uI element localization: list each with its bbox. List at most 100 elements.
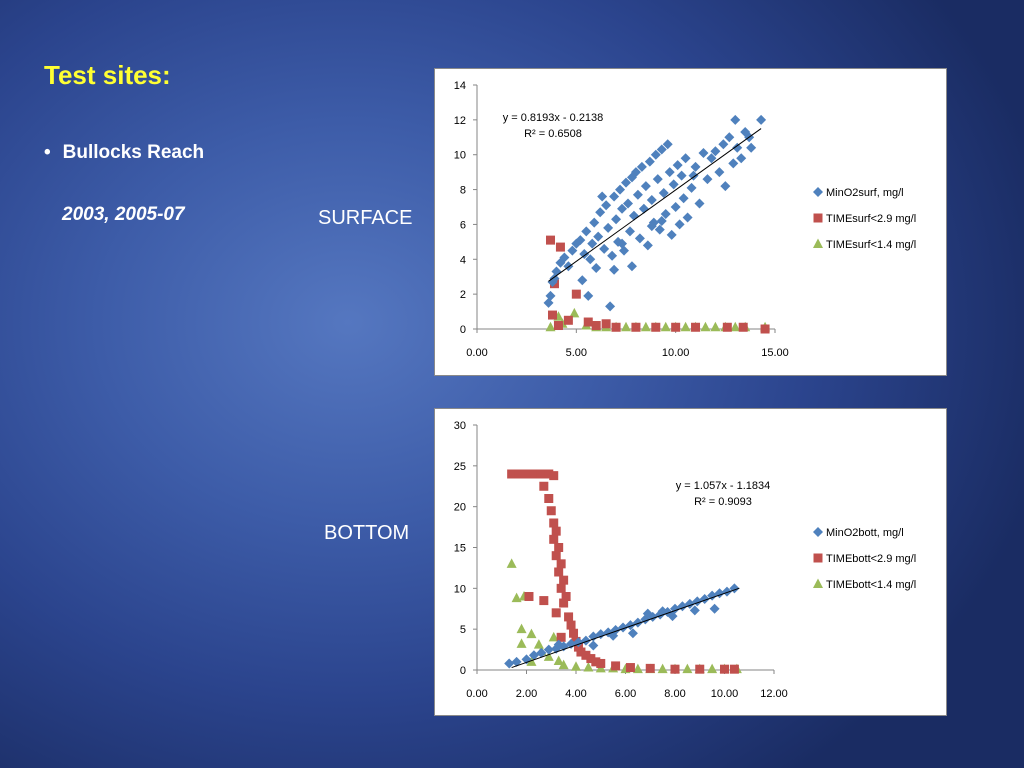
data-point bbox=[553, 321, 563, 331]
legend-label: TIMEsurf<2.9 mg/l bbox=[826, 213, 916, 225]
data-point bbox=[556, 583, 566, 593]
trendline bbox=[548, 128, 762, 282]
bullet-site: • Bullocks Reach bbox=[44, 142, 204, 164]
data-point bbox=[543, 651, 554, 661]
data-point bbox=[670, 202, 681, 212]
data-point bbox=[728, 158, 739, 169]
data-point bbox=[564, 612, 574, 622]
data-point bbox=[622, 198, 633, 209]
data-point bbox=[640, 181, 651, 192]
data-point bbox=[682, 663, 693, 674]
data-point bbox=[706, 153, 717, 164]
data-point bbox=[660, 321, 671, 332]
data-point bbox=[700, 321, 711, 332]
data-point bbox=[554, 543, 564, 552]
y-tick-label: 10 bbox=[454, 583, 466, 595]
data-point bbox=[611, 661, 621, 671]
data-point bbox=[567, 245, 578, 256]
data-point bbox=[756, 114, 767, 125]
data-point bbox=[533, 639, 544, 649]
series-square bbox=[546, 235, 770, 334]
data-point bbox=[746, 142, 757, 153]
data-point bbox=[642, 608, 653, 619]
data-point bbox=[569, 307, 580, 318]
data-point bbox=[654, 224, 665, 235]
data-point bbox=[646, 221, 657, 232]
data-point bbox=[714, 167, 725, 178]
data-point bbox=[658, 188, 669, 199]
data-point bbox=[566, 620, 576, 630]
legend: MinO2surf, mg/l TIMEsurf<2.9 mg/l TIMEsurf… bbox=[813, 187, 916, 251]
data-point bbox=[627, 628, 638, 639]
data-point bbox=[720, 181, 731, 192]
data-point bbox=[670, 664, 680, 674]
data-point bbox=[621, 177, 631, 188]
data-point bbox=[596, 658, 606, 668]
data-point bbox=[571, 289, 581, 299]
data-point bbox=[617, 238, 628, 249]
data-point bbox=[688, 170, 699, 181]
data-point bbox=[605, 301, 616, 312]
bullet-site-label: Bullocks Reach bbox=[62, 142, 205, 163]
data-point bbox=[536, 469, 546, 479]
slide-title: Test sites: bbox=[44, 60, 171, 90]
data-point bbox=[553, 639, 564, 650]
data-point bbox=[676, 170, 687, 181]
data-point bbox=[514, 469, 524, 479]
data-point bbox=[599, 243, 610, 254]
data-point bbox=[581, 226, 592, 237]
legend-label: TIMEbott<1.4 mg/l bbox=[826, 579, 916, 591]
legend-swatch bbox=[813, 527, 823, 537]
data-point bbox=[651, 322, 661, 332]
data-point bbox=[539, 481, 549, 491]
data-point bbox=[617, 203, 628, 214]
data-point bbox=[667, 611, 678, 622]
data-point bbox=[583, 317, 593, 327]
data-point bbox=[601, 319, 611, 329]
x-tick-label: 6.00 bbox=[615, 688, 636, 700]
data-point bbox=[640, 321, 651, 332]
data-point bbox=[577, 275, 588, 286]
data-point bbox=[680, 153, 691, 164]
data-point bbox=[624, 226, 635, 237]
y-tick-label: 8 bbox=[460, 185, 466, 197]
legend-label: TIMEsurf<1.4 mg/l bbox=[826, 239, 916, 251]
data-point bbox=[694, 198, 705, 209]
y-tick-label: 15 bbox=[454, 543, 466, 555]
x-tick-label: 5.00 bbox=[566, 347, 587, 359]
data-point bbox=[586, 654, 596, 664]
data-point bbox=[549, 534, 559, 544]
data-point bbox=[632, 189, 643, 200]
data-point bbox=[657, 663, 668, 674]
data-point bbox=[722, 322, 732, 332]
data-point bbox=[591, 321, 601, 331]
x-tick-label: 0.00 bbox=[466, 347, 487, 359]
y-tick-label: 30 bbox=[454, 420, 466, 432]
y-tick-label: 25 bbox=[454, 461, 466, 473]
data-point bbox=[636, 161, 647, 172]
data-point bbox=[543, 644, 554, 655]
data-point bbox=[551, 643, 562, 654]
data-point bbox=[545, 290, 556, 301]
data-point bbox=[690, 161, 701, 172]
data-point bbox=[642, 240, 653, 251]
data-point bbox=[563, 315, 573, 325]
data-point bbox=[682, 212, 693, 223]
data-point bbox=[607, 250, 618, 261]
surface-chart-svg: 0 2 4 6 8 10 12 14 0.00 5.00 10.00 15.00 y = 0.8193x… bbox=[454, 80, 916, 359]
data-point bbox=[613, 236, 624, 247]
data-point bbox=[591, 657, 601, 667]
data-point bbox=[664, 167, 675, 178]
data-point bbox=[529, 469, 539, 479]
bottom-chart: 0 5 10 15 20 25 30 0.00 2.00 4.00 6.00 8.00 10.00 12.… bbox=[434, 408, 947, 716]
data-point bbox=[569, 628, 579, 638]
data-point bbox=[695, 664, 705, 674]
data-point bbox=[628, 210, 639, 221]
data-point bbox=[563, 261, 574, 272]
data-point bbox=[760, 324, 770, 334]
data-point bbox=[551, 551, 561, 561]
y-tick-label: 4 bbox=[460, 254, 466, 266]
data-point bbox=[609, 264, 620, 275]
data-point bbox=[546, 506, 556, 516]
data-point bbox=[595, 629, 606, 640]
